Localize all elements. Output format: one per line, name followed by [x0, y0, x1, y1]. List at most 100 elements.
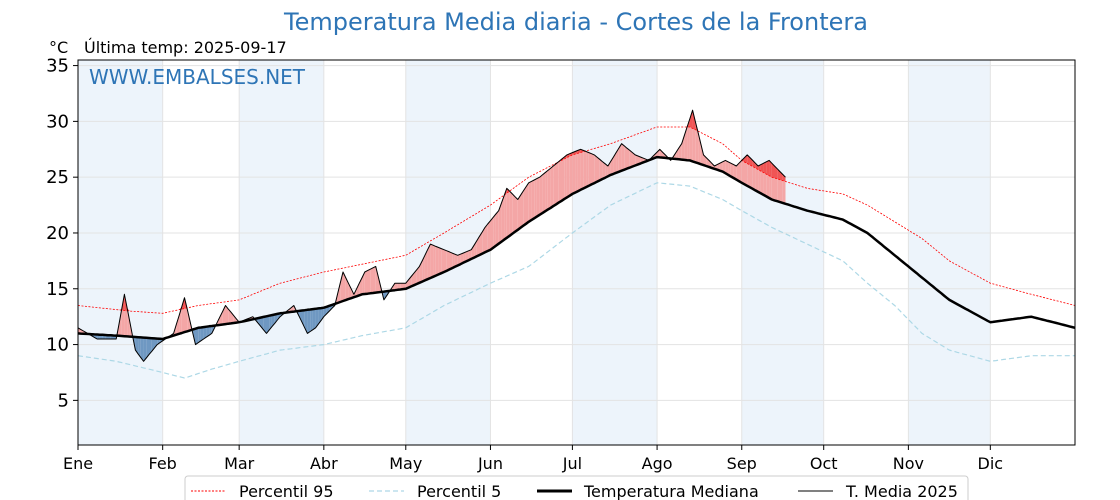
above-median-fill: [452, 253, 455, 269]
above-median-fill: [457, 254, 461, 266]
above-p95-fill: [689, 110, 693, 129]
above-median-fill: [427, 244, 431, 280]
above-median-fill: [528, 181, 532, 222]
above-median-fill: [728, 161, 731, 177]
above-median-fill: [599, 159, 603, 181]
above-median-fill: [424, 249, 428, 281]
above-median-fill: [531, 180, 535, 221]
above-median-fill: [291, 305, 294, 312]
above-median-fill: [610, 157, 614, 175]
y-tick-label: 35: [46, 56, 69, 77]
x-tick-label: Ago: [642, 454, 673, 473]
above-median-fill: [367, 269, 371, 294]
below-median-fill: [266, 315, 270, 334]
above-median-fill: [782, 174, 786, 204]
above-median-fill: [340, 272, 343, 302]
above-median-fill: [632, 152, 636, 167]
above-median-fill: [676, 147, 679, 160]
above-median-fill: [468, 249, 472, 261]
below-median-fill: [318, 308, 322, 325]
above-median-fill: [602, 161, 606, 179]
above-p95-fill: [763, 161, 767, 175]
above-median-fill: [356, 283, 360, 297]
y-tick-label: 5: [58, 390, 69, 411]
above-median-fill: [739, 160, 742, 183]
above-median-fill: [176, 315, 180, 335]
above-median-fill: [490, 217, 494, 250]
above-median-fill: [435, 246, 439, 276]
above-median-fill: [558, 159, 562, 203]
legend-p5-label: Percentil 5: [417, 482, 501, 500]
above-median-fill: [487, 220, 491, 251]
above-median-fill: [422, 255, 425, 282]
above-median-fill: [187, 309, 190, 332]
above-median-fill: [498, 203, 502, 244]
below-median-fill: [304, 309, 308, 334]
below-median-fill: [146, 337, 149, 358]
month-shade: [741, 60, 824, 445]
above-median-fill: [605, 163, 608, 178]
above-median-fill: [569, 152, 573, 196]
above-median-fill: [597, 157, 600, 182]
y-tick-label: 15: [46, 279, 69, 300]
above-median-fill: [561, 157, 565, 201]
above-median-fill: [515, 196, 518, 232]
above-median-fill: [337, 283, 341, 303]
below-median-fill: [310, 309, 313, 332]
above-median-fill: [397, 283, 401, 290]
below-median-fill: [154, 338, 158, 348]
above-median-fill: [722, 160, 726, 174]
above-median-fill: [624, 145, 627, 170]
above-median-fill: [719, 161, 723, 172]
below-median-fill: [140, 337, 144, 362]
below-median-fill: [198, 327, 201, 343]
month-shade: [239, 60, 324, 445]
x-tick-label: Dic: [978, 454, 1004, 473]
above-median-fill: [119, 309, 122, 336]
legend-current-label: T. Media 2025: [845, 482, 958, 500]
above-p95-fill: [782, 174, 786, 182]
above-median-fill: [545, 170, 548, 212]
above-median-fill: [526, 182, 529, 224]
above-median-fill: [687, 118, 690, 161]
y-tick-label: 20: [46, 223, 69, 244]
above-median-fill: [730, 163, 734, 178]
x-tick-label: May: [389, 454, 422, 473]
legend-box: [184, 475, 969, 500]
above-median-fill: [659, 149, 663, 158]
above-median-fill: [416, 266, 420, 284]
x-tick-label: Ene: [63, 454, 93, 473]
x-tick-label: Sep: [727, 454, 757, 473]
above-median-fill: [733, 164, 737, 180]
above-median-fill: [703, 154, 707, 166]
above-median-fill: [684, 127, 688, 161]
above-median-fill: [618, 143, 622, 172]
x-tick-label: Oct: [810, 454, 838, 473]
grid-lines: [77, 60, 1075, 445]
below-median-fill: [149, 338, 152, 355]
x-tick-label: Abr: [310, 454, 338, 473]
above-median-fill: [512, 193, 515, 234]
above-median-fill: [542, 172, 546, 214]
above-median-fill: [364, 270, 368, 294]
below-median-fill: [135, 337, 139, 354]
below-median-fill: [258, 317, 261, 327]
above-median-fill: [736, 163, 739, 182]
above-median-fill: [698, 132, 701, 165]
above-median-fill: [233, 315, 237, 323]
above-median-fill: [394, 283, 398, 291]
legend-p95-label: Percentil 95: [239, 482, 334, 500]
above-median-fill: [446, 250, 450, 271]
above-median-fill: [629, 150, 633, 168]
above-p95-fill: [752, 160, 756, 168]
above-median-fill: [127, 308, 130, 337]
above-median-fill: [635, 154, 638, 166]
above-median-fill: [547, 168, 551, 210]
y-tick-label: 10: [46, 335, 69, 356]
above-median-fill: [479, 231, 483, 255]
above-median-fill: [755, 163, 759, 192]
above-median-fill: [725, 160, 729, 175]
below-median-fill: [274, 313, 278, 324]
above-p95-fill: [758, 164, 761, 172]
above-median-fill: [414, 269, 417, 286]
